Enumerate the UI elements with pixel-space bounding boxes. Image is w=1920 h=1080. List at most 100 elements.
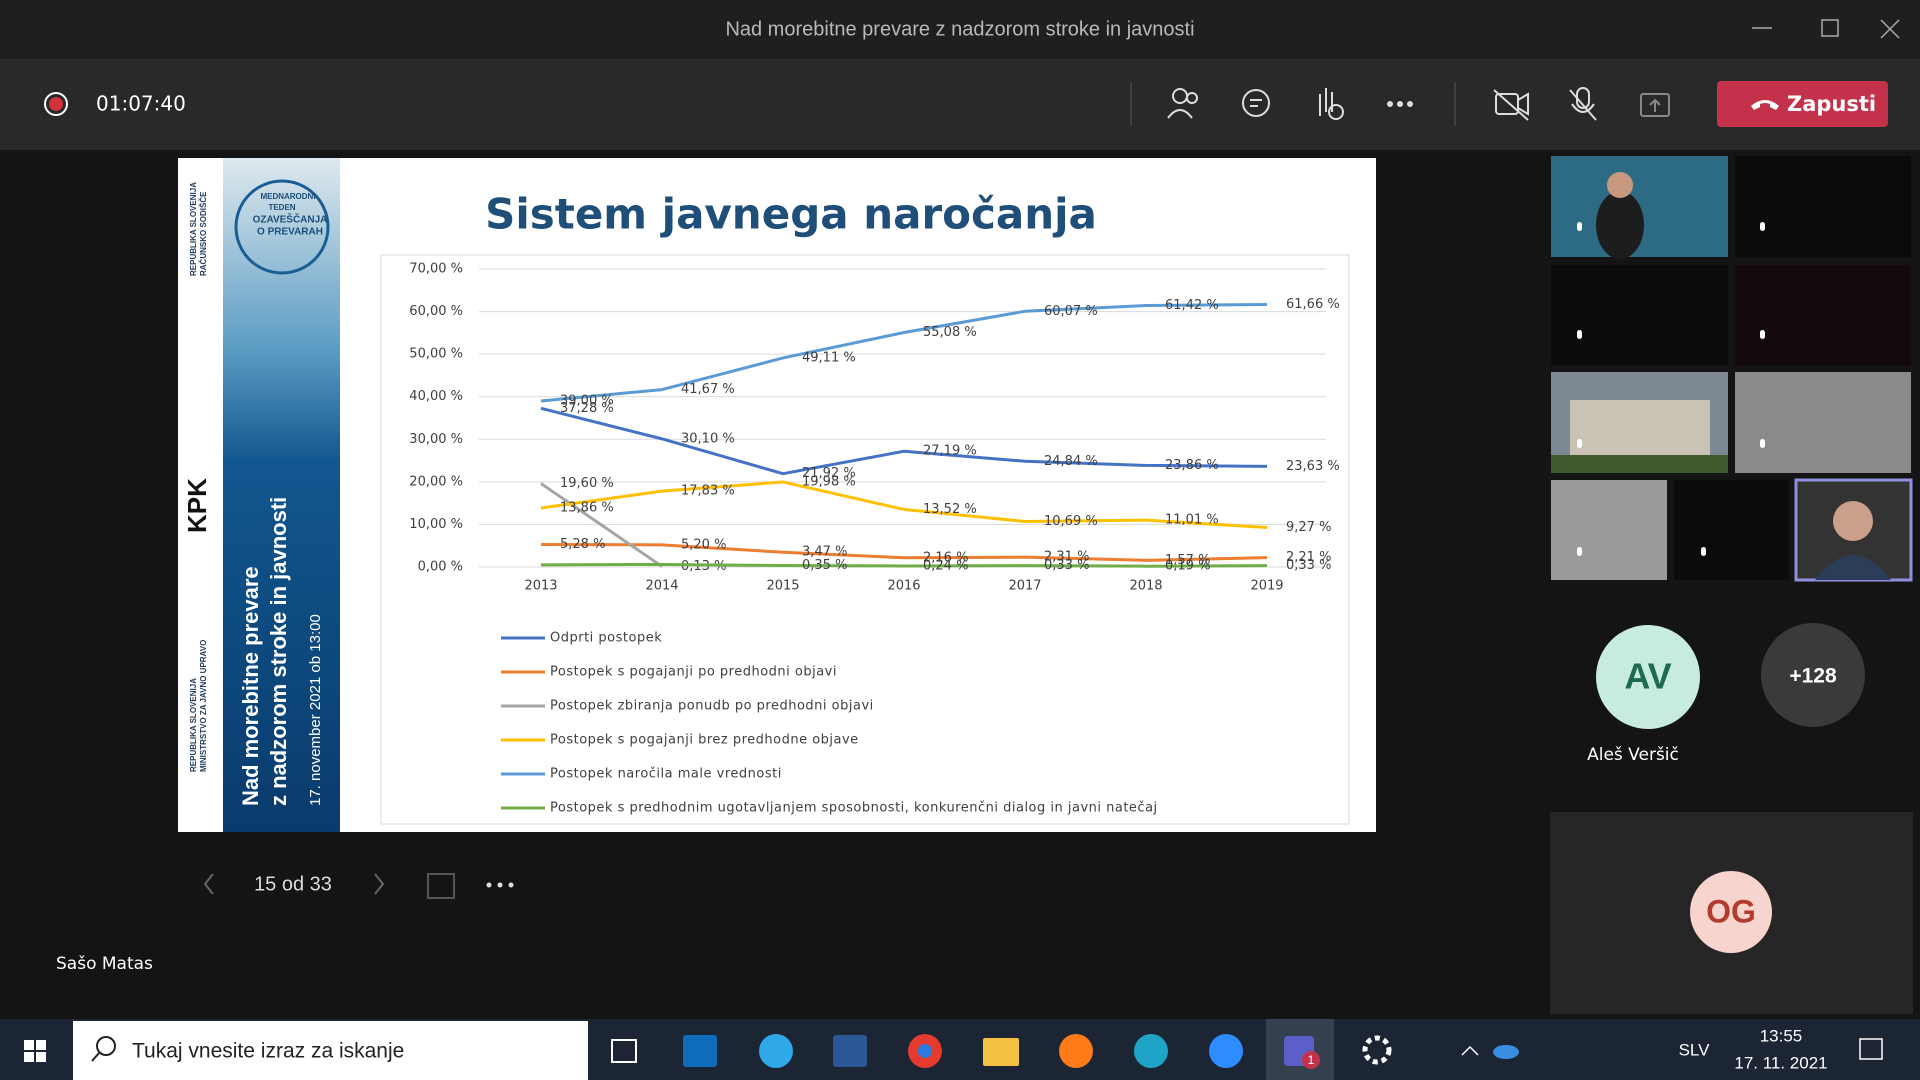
data-label: 23,86 % — [1165, 458, 1219, 473]
record-dot — [49, 97, 63, 111]
person — [1596, 191, 1644, 259]
leave-button[interactable] — [1717, 81, 1888, 127]
badge — [1302, 1051, 1320, 1069]
org-label: REPUBLIKA SLOVENIJA — [189, 182, 198, 276]
search-box[interactable] — [73, 1021, 588, 1080]
word[interactable] — [833, 1035, 867, 1067]
video-tile[interactable] — [1674, 480, 1789, 580]
mute-icon — [1760, 222, 1765, 231]
taskbar-apps: 1 — [611, 1019, 1392, 1080]
leave-icon — [1751, 100, 1779, 110]
next-slide[interactable] — [374, 873, 385, 895]
ie[interactable] — [759, 1034, 793, 1068]
avatar[interactable] — [1690, 871, 1772, 953]
x-tick-label: 2015 — [766, 579, 799, 594]
chart: 0,00 % 10,00 % 20,00 % 30,00 % 40,00 % 50,00 … — [409, 262, 1339, 816]
more-count: +128 — [1789, 665, 1837, 688]
data-label: 1,57 % — [1165, 553, 1210, 568]
mute-icon — [1760, 439, 1765, 448]
mute-icon — [1577, 330, 1582, 339]
y-tick-label: 60,00 % — [409, 304, 463, 319]
data-label: 41,67 % — [681, 382, 735, 397]
legend-label: Postopek s pogajanji po predhodni objavi — [550, 665, 837, 680]
notifications[interactable] — [1859, 1038, 1883, 1060]
video-tile[interactable] — [1551, 480, 1667, 580]
data-label: 13,86 % — [560, 500, 614, 515]
firefox[interactable] — [1059, 1034, 1093, 1068]
y-tick-label: 30,00 % — [409, 432, 463, 447]
slide-logos-strip — [178, 158, 223, 832]
series-line — [540, 543, 1268, 562]
task-view[interactable] — [611, 1039, 637, 1063]
video-tile[interactable] — [1735, 372, 1911, 473]
reactions-button[interactable] — [1319, 88, 1344, 120]
legend-label: Postopek zbiranja ponudb po predhodni ob… — [550, 699, 874, 714]
data-label: 49,11 % — [802, 350, 856, 365]
avatar[interactable] — [1596, 625, 1700, 729]
event-date: 17. november 2021 ob 13:00 — [307, 614, 324, 806]
data-label: 3,47 % — [802, 545, 847, 560]
avatar-initials: AV — [1624, 656, 1671, 697]
video-tile[interactable] — [1735, 156, 1911, 257]
y-tick-label: 50,00 % — [409, 347, 463, 362]
mute-icon — [1577, 439, 1582, 448]
data-label: 23,63 % — [1286, 459, 1340, 474]
language[interactable]: SLV — [1679, 1040, 1711, 1059]
edge[interactable] — [1134, 1034, 1168, 1068]
prev-slide[interactable] — [203, 873, 214, 895]
window-controls[interactable] — [1752, 19, 1900, 39]
data-label: 0,35 % — [802, 558, 847, 573]
more-participants[interactable] — [1761, 623, 1865, 727]
zoom[interactable] — [1209, 1034, 1243, 1068]
logo-text: MEDNARODNI — [260, 192, 315, 201]
y-tick-label: 0,00 % — [418, 560, 463, 575]
data-label: 10,69 % — [1044, 514, 1098, 529]
chat-button[interactable] — [1242, 89, 1270, 117]
more-button[interactable] — [1387, 101, 1413, 107]
x-tick-label: 2013 — [524, 579, 557, 594]
share-button[interactable] — [1640, 93, 1670, 117]
leave-label: Zapusti — [1787, 92, 1876, 116]
explorer[interactable] — [983, 1038, 1019, 1066]
video-tile[interactable] — [1551, 265, 1728, 365]
settings[interactable] — [1362, 1035, 1392, 1065]
more-options[interactable] — [486, 882, 514, 888]
y-tick-label: 10,00 % — [409, 517, 463, 532]
chart-frame — [380, 254, 1350, 825]
data-label: 30,10 % — [681, 431, 735, 446]
mic-button[interactable] — [1569, 87, 1597, 121]
y-tick-label: 70,00 % — [409, 262, 463, 277]
video-tile[interactable] — [1735, 265, 1911, 365]
start-button[interactable] — [24, 1040, 46, 1062]
clock-date[interactable]: 17. 11. 2021 — [1734, 1053, 1827, 1072]
tray-expand[interactable] — [1461, 1045, 1479, 1056]
slide-title: Sistem javnega naročanja — [485, 190, 1097, 239]
onedrive[interactable] — [1493, 1045, 1519, 1059]
mute-icon — [1577, 222, 1582, 231]
data-label: 0,24 % — [923, 558, 968, 573]
slides-grid[interactable] — [427, 873, 455, 899]
data-label: 60,07 % — [1044, 304, 1098, 319]
chrome-center — [918, 1044, 932, 1058]
person-head — [1833, 501, 1873, 541]
outlook[interactable] — [683, 1035, 717, 1067]
person — [1815, 555, 1891, 580]
participants-button[interactable] — [1167, 88, 1198, 119]
data-label: 39,00 % — [560, 393, 614, 408]
x-tick-label: 2018 — [1129, 579, 1162, 594]
data-label: 37,28 % — [560, 401, 614, 416]
badge-count: 1 — [1308, 1053, 1315, 1067]
data-label: 13,52 % — [923, 502, 977, 517]
series-line — [540, 482, 663, 568]
series-line — [540, 303, 1268, 403]
logo-ring — [234, 179, 330, 275]
camera-button[interactable] — [1493, 89, 1529, 121]
clock-time[interactable]: 13:55 — [1760, 1026, 1803, 1045]
org-label: RAČUNSKO SODIŠČE — [199, 191, 208, 276]
search-placeholder: Tukaj vnesite izraz za iskanje — [132, 1040, 404, 1063]
record-ring — [44, 92, 68, 116]
event-title: Nad morebitne prevare — [238, 566, 263, 806]
org-label: REPUBLIKA SLOVENIJA — [189, 678, 198, 772]
